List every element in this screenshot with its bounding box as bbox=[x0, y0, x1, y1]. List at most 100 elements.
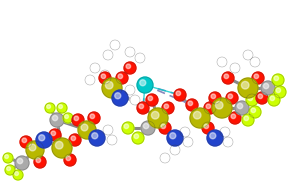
Circle shape bbox=[81, 124, 88, 131]
Circle shape bbox=[36, 158, 41, 163]
Circle shape bbox=[237, 103, 243, 109]
Circle shape bbox=[164, 104, 168, 109]
Circle shape bbox=[102, 78, 122, 98]
Circle shape bbox=[49, 129, 61, 141]
Circle shape bbox=[122, 122, 134, 134]
Circle shape bbox=[170, 133, 176, 139]
Circle shape bbox=[7, 167, 10, 170]
Circle shape bbox=[251, 108, 255, 113]
Circle shape bbox=[162, 102, 174, 114]
Circle shape bbox=[39, 135, 45, 141]
Circle shape bbox=[15, 172, 19, 176]
Circle shape bbox=[206, 104, 211, 109]
Circle shape bbox=[126, 64, 131, 69]
Circle shape bbox=[146, 94, 158, 106]
Circle shape bbox=[47, 105, 51, 108]
Circle shape bbox=[148, 96, 152, 101]
Circle shape bbox=[5, 165, 15, 175]
Circle shape bbox=[256, 92, 268, 104]
Circle shape bbox=[90, 114, 95, 119]
Circle shape bbox=[20, 136, 32, 148]
Circle shape bbox=[183, 137, 193, 147]
Circle shape bbox=[276, 88, 281, 93]
Circle shape bbox=[204, 102, 216, 114]
Circle shape bbox=[223, 137, 233, 147]
Circle shape bbox=[22, 138, 26, 143]
Circle shape bbox=[211, 94, 216, 99]
Circle shape bbox=[51, 131, 56, 136]
Circle shape bbox=[226, 92, 238, 104]
Circle shape bbox=[230, 63, 240, 73]
Circle shape bbox=[190, 108, 210, 128]
Circle shape bbox=[71, 136, 76, 141]
Circle shape bbox=[65, 115, 68, 119]
Circle shape bbox=[188, 101, 193, 106]
Circle shape bbox=[17, 158, 23, 164]
Circle shape bbox=[118, 74, 123, 79]
Circle shape bbox=[134, 134, 139, 139]
Circle shape bbox=[45, 103, 55, 113]
Circle shape bbox=[74, 116, 79, 121]
Circle shape bbox=[103, 125, 113, 135]
Circle shape bbox=[34, 156, 46, 168]
Circle shape bbox=[15, 156, 29, 170]
Circle shape bbox=[52, 138, 72, 158]
Circle shape bbox=[59, 105, 63, 108]
Circle shape bbox=[29, 144, 36, 151]
Circle shape bbox=[242, 81, 249, 89]
Circle shape bbox=[137, 102, 149, 114]
Circle shape bbox=[92, 133, 98, 139]
Circle shape bbox=[88, 112, 100, 124]
Circle shape bbox=[252, 72, 264, 84]
Circle shape bbox=[270, 96, 275, 101]
Circle shape bbox=[130, 95, 140, 105]
Circle shape bbox=[57, 103, 67, 113]
Circle shape bbox=[263, 83, 269, 89]
Circle shape bbox=[209, 92, 221, 104]
Circle shape bbox=[238, 78, 258, 98]
Circle shape bbox=[89, 130, 105, 146]
Circle shape bbox=[180, 127, 190, 137]
Circle shape bbox=[69, 134, 81, 146]
Circle shape bbox=[210, 133, 216, 139]
Circle shape bbox=[85, 75, 95, 85]
Circle shape bbox=[55, 141, 63, 149]
Circle shape bbox=[90, 63, 100, 73]
Circle shape bbox=[228, 94, 233, 99]
Circle shape bbox=[229, 112, 241, 124]
Circle shape bbox=[174, 89, 186, 101]
Circle shape bbox=[115, 93, 121, 99]
Circle shape bbox=[186, 99, 198, 111]
Circle shape bbox=[137, 77, 153, 93]
Circle shape bbox=[112, 90, 128, 106]
Circle shape bbox=[148, 108, 168, 128]
Circle shape bbox=[220, 127, 230, 137]
Circle shape bbox=[167, 130, 183, 146]
Circle shape bbox=[231, 114, 236, 119]
Circle shape bbox=[63, 113, 73, 123]
Circle shape bbox=[160, 153, 170, 163]
Circle shape bbox=[5, 155, 8, 159]
Circle shape bbox=[258, 94, 262, 99]
Circle shape bbox=[13, 170, 23, 180]
Circle shape bbox=[105, 81, 113, 89]
Circle shape bbox=[151, 111, 159, 119]
Circle shape bbox=[254, 74, 259, 79]
Circle shape bbox=[212, 98, 232, 118]
Circle shape bbox=[235, 101, 249, 115]
Circle shape bbox=[72, 114, 84, 126]
Circle shape bbox=[207, 130, 223, 146]
Circle shape bbox=[78, 121, 96, 139]
Circle shape bbox=[116, 72, 128, 84]
Circle shape bbox=[107, 135, 117, 145]
Circle shape bbox=[52, 115, 58, 121]
Circle shape bbox=[243, 50, 253, 60]
Circle shape bbox=[143, 123, 149, 129]
Circle shape bbox=[244, 116, 249, 121]
Circle shape bbox=[99, 72, 111, 84]
Circle shape bbox=[135, 53, 145, 63]
Circle shape bbox=[161, 124, 166, 129]
Circle shape bbox=[249, 106, 261, 118]
Circle shape bbox=[3, 153, 13, 163]
Circle shape bbox=[274, 76, 278, 81]
